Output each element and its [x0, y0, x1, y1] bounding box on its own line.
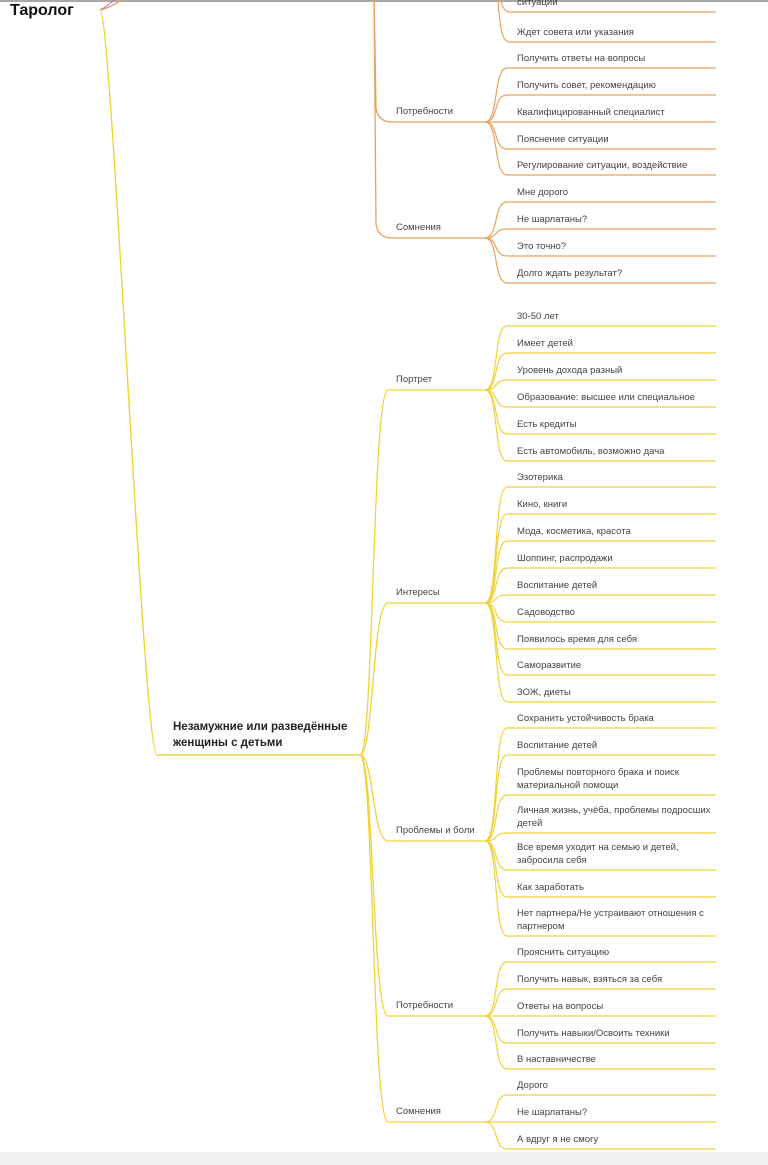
leaf-connector — [484, 486, 716, 604]
leaf-connector — [484, 201, 716, 239]
leaf-node[interactable]: Нет партнера/Не устраивают отношения с п… — [517, 908, 704, 932]
bottom-bar — [0, 1152, 768, 1165]
leaf-node[interactable]: Мне дорого — [517, 187, 569, 198]
leaf-node[interactable]: Как заработать — [517, 882, 584, 893]
group-node[interactable]: Потребности — [396, 106, 454, 117]
leaf-node[interactable]: Все время уходит на семью и детей, забро… — [517, 842, 679, 866]
root-connector-orange — [99, 0, 123, 11]
leaf-node[interactable]: Получить ответы на вопросы — [517, 53, 646, 64]
leaf-connector — [484, 988, 716, 1017]
leaf-connector — [484, 389, 716, 462]
leaf-node[interactable]: Образование: высшее или специальное — [517, 392, 695, 403]
leaf-node[interactable]: Получить совет, рекомендацию — [517, 80, 656, 91]
leaf-connector — [499, 0, 716, 13]
leaf-connector — [484, 567, 716, 604]
group-connector — [359, 389, 485, 756]
leaf-connector — [484, 540, 716, 604]
leaf-node[interactable]: Ждет совета или указания — [517, 27, 634, 38]
leaf-connector — [484, 754, 716, 842]
leaf-node[interactable]: Уровень дохода разный — [517, 365, 623, 376]
leaf-node[interactable]: Воспитание детей — [517, 740, 598, 751]
leaf-connector — [484, 727, 716, 842]
leaf-node[interactable]: Получить навыки/Освоить техники — [517, 1028, 670, 1039]
leaf-node[interactable]: А вдруг я не смогу — [517, 1134, 599, 1145]
group-connector — [373, 0, 485, 239]
leaf-connector — [484, 594, 716, 604]
leaf-connector — [484, 513, 716, 604]
group-node[interactable]: Проблемы и боли — [396, 825, 475, 836]
leaf-node[interactable]: ЗОЖ, диеты — [517, 687, 571, 698]
root-connector-purple — [99, 0, 115, 11]
leaf-connector — [484, 325, 716, 391]
leaf-node[interactable]: Сохранить устойчивость брака — [517, 713, 654, 724]
leaf-node[interactable]: Кино, книги — [517, 499, 568, 510]
leaf-connector — [484, 228, 716, 239]
leaf-node[interactable]: Саморазвитие — [517, 660, 582, 671]
leaf-connector — [484, 94, 716, 123]
group-node[interactable]: Интересы — [396, 587, 440, 598]
root-node[interactable]: Таролог — [10, 2, 74, 19]
leaf-node[interactable]: Не шарлатаны? — [517, 1107, 588, 1118]
leaf-connector — [484, 67, 716, 123]
leaf-node[interactable]: 30-50 лет — [517, 311, 559, 322]
group-node[interactable]: Портрет — [396, 374, 433, 385]
leaf-node[interactable]: Шоппинг, распродажи — [517, 553, 613, 564]
leaf-node[interactable]: Есть кредиты — [517, 419, 577, 430]
leaf-node[interactable]: Эзотерика — [517, 472, 563, 483]
group-connector — [359, 754, 485, 842]
leaf-connector — [484, 794, 716, 842]
leaf-connector — [484, 379, 716, 391]
leaf-connector — [497, 0, 716, 43]
leaf-node[interactable]: Проблемы повторного брака и поиск матери… — [517, 767, 679, 791]
leaf-node[interactable]: Получить навык, взяться за себя — [517, 974, 663, 985]
leaf-node[interactable]: Квалифицированный специалист — [517, 107, 665, 118]
leaf-connector — [484, 389, 716, 435]
leaf-node[interactable]: Дорого — [517, 1080, 548, 1091]
root-connector-yellow — [99, 9, 360, 756]
leaf-connector — [484, 840, 716, 937]
leaf-node[interactable]: Не шарлатаны? — [517, 214, 588, 225]
leaf-connector — [484, 1094, 716, 1123]
leaf-node[interactable]: Есть автомобиль, возможно дача — [517, 446, 665, 457]
leaf-node[interactable]: Долго ждать результат? — [517, 268, 623, 279]
group-node[interactable]: Сомнения — [396, 1106, 441, 1117]
leaf-node[interactable]: Это точно? — [517, 241, 567, 252]
leaf-node[interactable]: ситуации — [517, 0, 558, 8]
leaf-node[interactable]: Воспитание детей — [517, 580, 598, 591]
main-branch-node[interactable]: Незамужние или разведённые женщины с дет… — [173, 721, 348, 749]
leaf-connector — [484, 1121, 716, 1150]
leaf-node[interactable]: Мода, косметика, красота — [517, 526, 631, 537]
leaf-connector — [484, 237, 716, 284]
leaf-connector — [484, 961, 716, 1017]
top-border — [0, 0, 768, 2]
group-connector — [373, 0, 485, 123]
leaf-node[interactable]: Личная жизнь, учёба, проблемы подросших … — [517, 805, 711, 829]
leaf-connector — [484, 352, 716, 391]
leaf-node[interactable]: Появилось время для себя — [517, 634, 637, 645]
group-node[interactable]: Потребности — [396, 1000, 454, 1011]
leaf-node[interactable]: Пояснение ситуации — [517, 134, 609, 145]
leaf-node[interactable]: Имеет детей — [517, 338, 573, 349]
leaf-node[interactable]: Садоводство — [517, 607, 575, 618]
leaf-node[interactable]: В наставничестве — [517, 1054, 596, 1065]
group-node[interactable]: Сомнения — [396, 222, 441, 233]
leaf-node[interactable]: Ответы на вопросы — [517, 1001, 604, 1012]
leaf-connector — [484, 832, 716, 842]
group-connector — [359, 754, 485, 1017]
leaf-node[interactable]: Прояснить ситуацию — [517, 947, 610, 958]
leaf-connector — [484, 121, 716, 176]
leaf-node[interactable]: Регулирование ситуации, воздействие — [517, 160, 688, 171]
leaf-connector — [484, 602, 716, 703]
leaf-connector — [484, 840, 716, 898]
group-connector — [359, 754, 485, 1123]
leaf-connector — [484, 1015, 716, 1070]
group-connector — [359, 602, 485, 756]
